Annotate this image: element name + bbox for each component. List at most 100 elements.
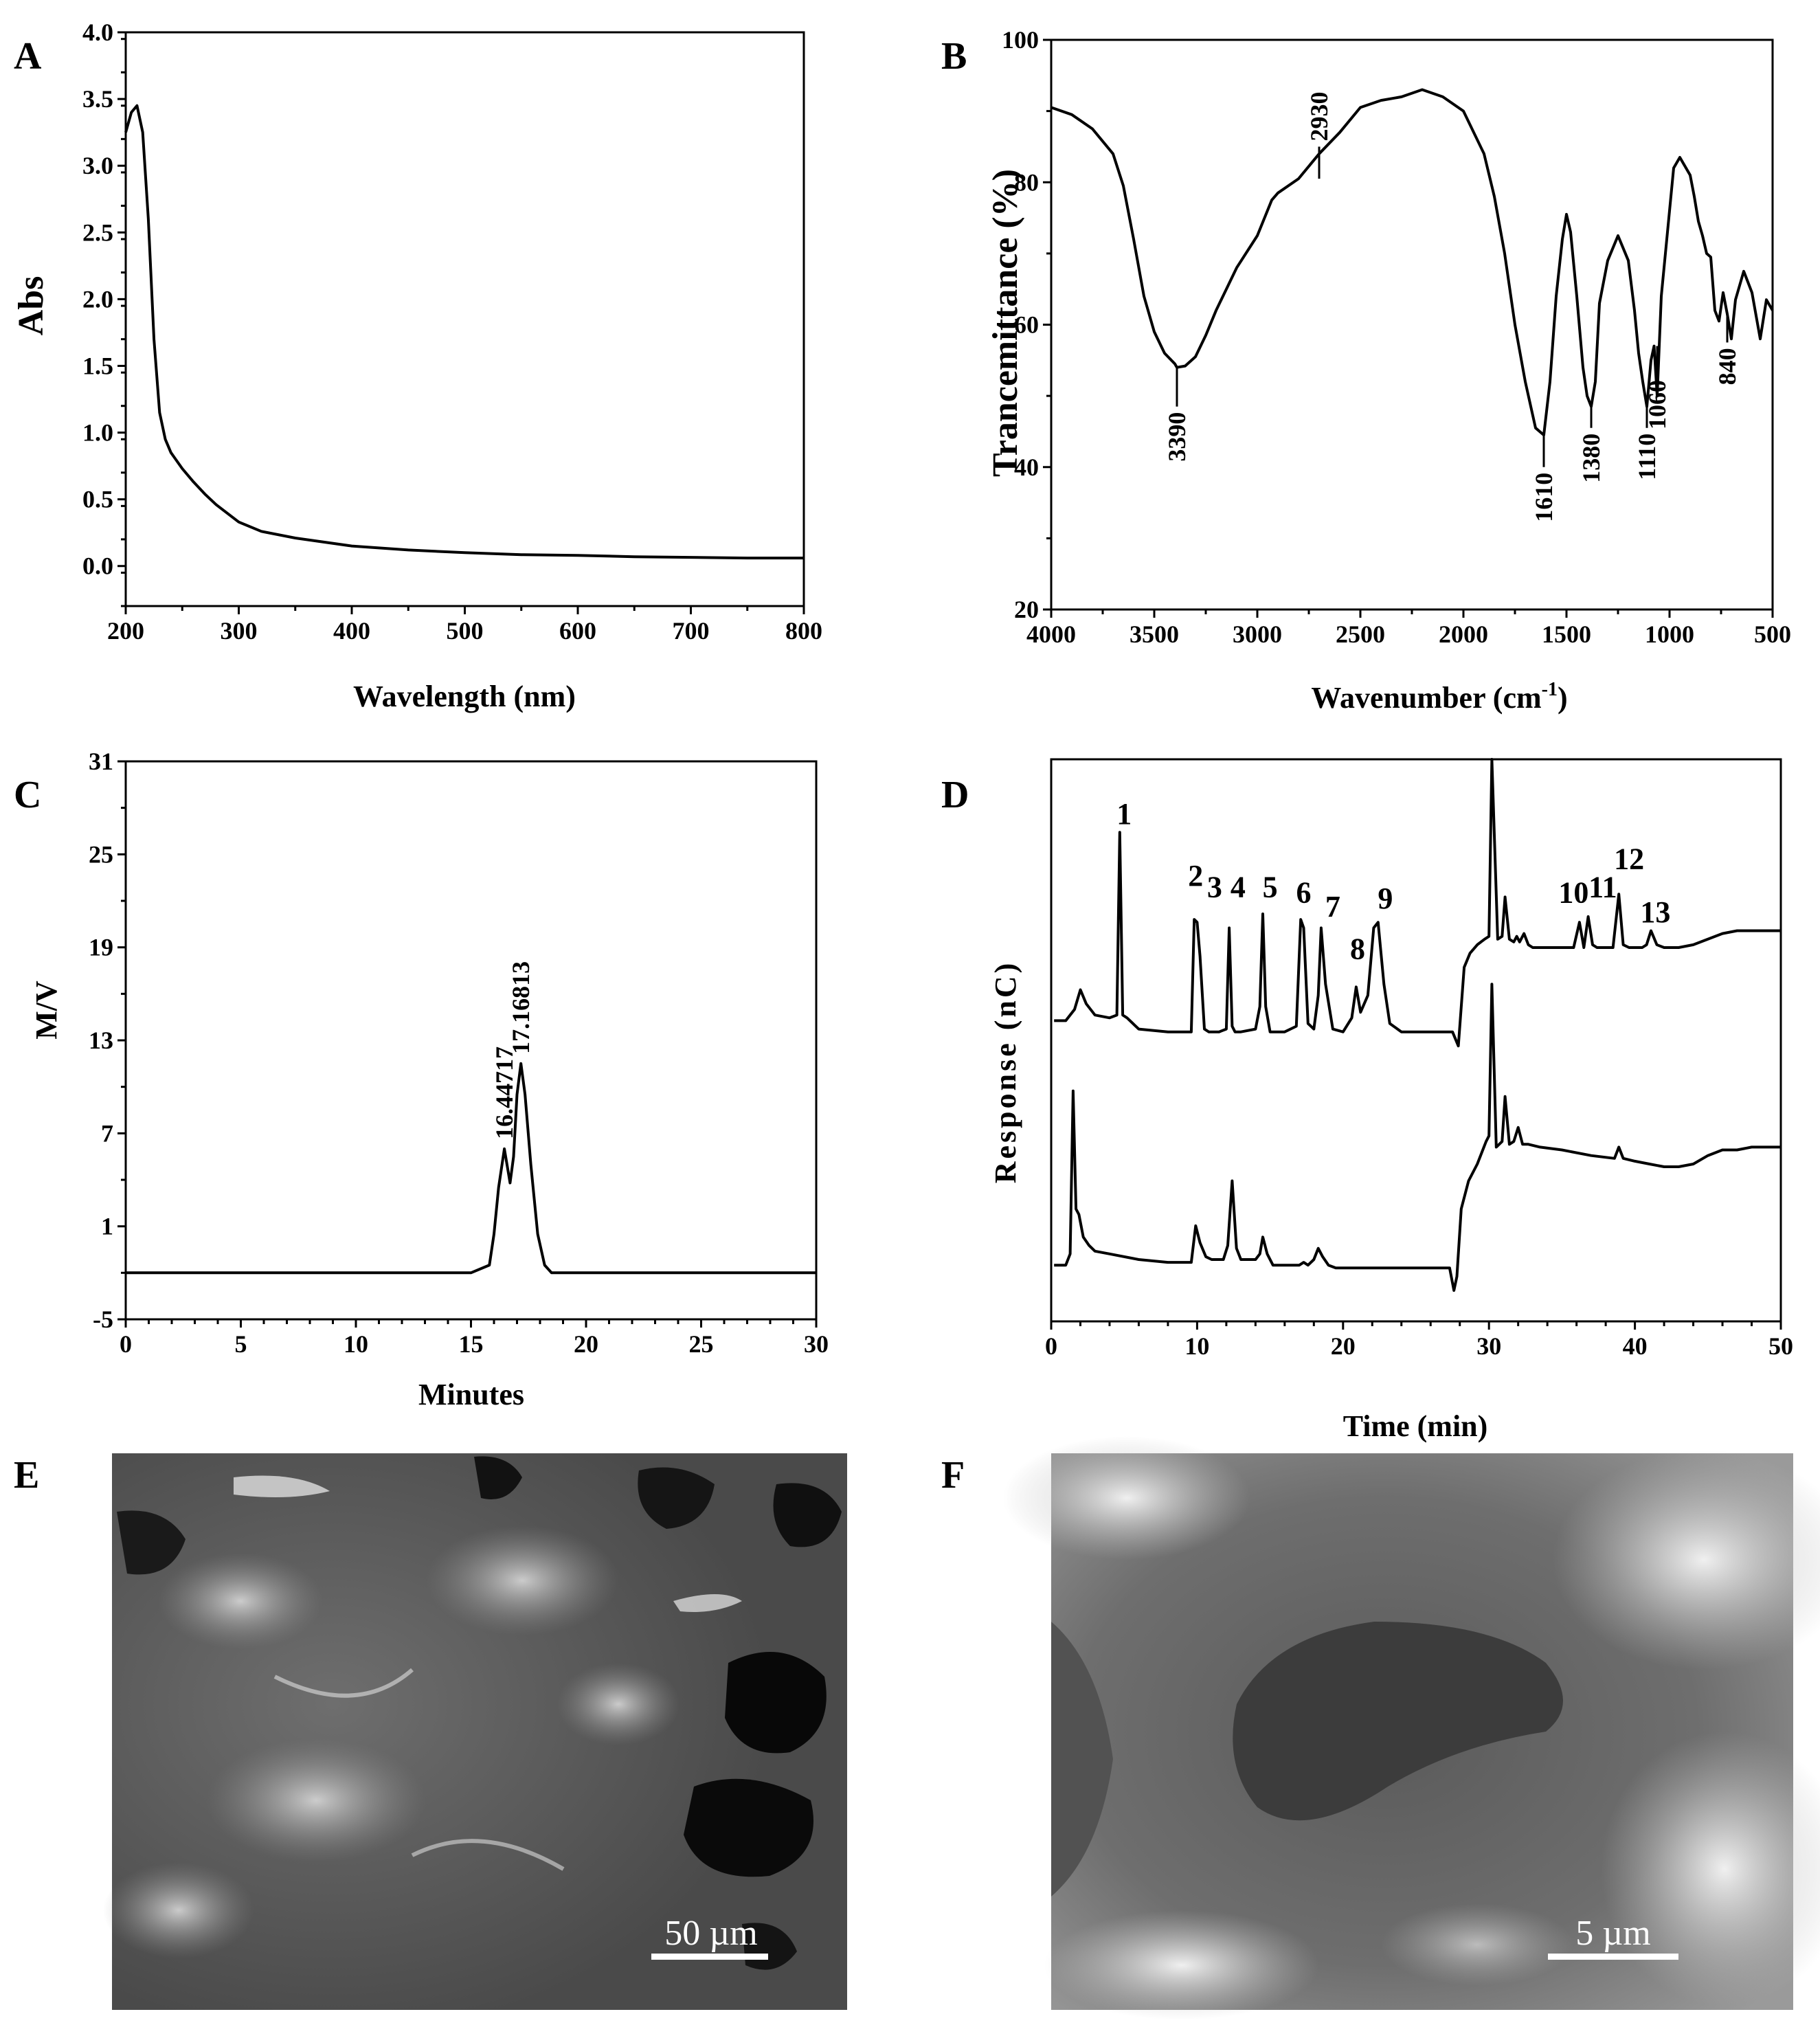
chart-d-peak-number: 10 (1558, 876, 1588, 910)
sem-image-f: 5 µm (1003, 1436, 1820, 2020)
chart-d-peak-number: 13 (1640, 895, 1670, 929)
chart-c-plot-frame (124, 760, 818, 1321)
chart-a-y-tick-label: 0.5 (82, 486, 113, 513)
chart-d-peak-number: 2 (1188, 859, 1203, 893)
chart-d-peak-number: 1 (1116, 797, 1132, 831)
chart-b-y-tick-label: 40 (1014, 454, 1039, 481)
scale-bar-label-e: 50 µm (664, 1914, 757, 1953)
chart-b-peak-label: 1060 (1643, 380, 1671, 429)
chart-b-xlabel-sup: -1 (1542, 679, 1558, 700)
chart-b-x-tick-label: 2000 (1439, 620, 1488, 648)
chart-c-y-tick-label: 7 (101, 1119, 113, 1147)
chart-d-peak-number: 12 (1614, 842, 1644, 876)
chart-c-y-tick-label: 13 (89, 1027, 113, 1054)
chart-d-ylabel: Response (nC) (989, 961, 1022, 1184)
chart-a-x-tick-label: 800 (785, 617, 822, 645)
chart-b-x-tick-label: 1500 (1542, 620, 1591, 648)
chart-b-y-tick-label: 100 (1002, 26, 1039, 54)
chart-c-peak-label: 16.44717 (491, 1047, 518, 1139)
panel-letter-d: D (941, 774, 969, 816)
chart-a-x-tick-label: 300 (221, 617, 258, 645)
chart-b-y-tick-label: 60 (1014, 311, 1039, 339)
chart-b-plot-frame (1050, 38, 1774, 611)
chart-c-ylabel: M/V (30, 981, 63, 1040)
chart-a-ylabel: Abs (12, 276, 51, 336)
chart-ftir-spectrum: Wavenumber (cm-1) Trancemittance (%) 400… (986, 26, 1791, 715)
chart-d-x-tick-label: 10 (1184, 1332, 1209, 1360)
chart-a-y-tick-label: 3.5 (82, 85, 113, 113)
chart-b-x-tick-label: 3500 (1130, 620, 1179, 648)
chart-c-x-tick-label: 15 (459, 1330, 484, 1358)
chart-c-y-tick-label: -5 (93, 1306, 113, 1333)
panel-letter-b: B (941, 35, 967, 78)
chart-d-peak-number: 9 (1378, 882, 1393, 915)
chart-b-x-tick-label: 2500 (1336, 620, 1385, 648)
scale-bar-label-f: 5 µm (1575, 1914, 1650, 1953)
chart-uv-absorbance: Wavelength (nm) Abs 200 300 400 500 600 700 80… (12, 19, 822, 713)
chart-c-y-tick-label: 25 (89, 840, 113, 868)
panel-letter-a: A (14, 35, 42, 78)
chart-c-elution-line (126, 1062, 816, 1275)
chart-c-x-tick-label: 20 (574, 1330, 598, 1358)
chart-a-x-tick-label: 200 (107, 617, 144, 645)
chart-d-plot-frame (1050, 758, 1782, 1323)
panel-letter-f: F (941, 1454, 965, 1497)
chart-c-y-tick-label: 19 (89, 934, 113, 961)
chart-b-ylabel: Trancemittance (%) (986, 169, 1025, 477)
chart-d-x-tick-label: 50 (1768, 1332, 1793, 1360)
chart-d-peak-number: 4 (1231, 870, 1246, 904)
chart-d-xlabel: Time (min) (1343, 1409, 1488, 1443)
chart-b-y-tick-label: 20 (1014, 596, 1039, 623)
chart-a-y-tick-label: 0.0 (82, 552, 113, 580)
chart-a-y-tick-label: 3.0 (82, 152, 113, 179)
chart-b-peak-label: 1380 (1577, 434, 1605, 483)
chart-d-x-tick-label: 30 (1476, 1332, 1501, 1360)
chart-a-absorbance-line (124, 104, 804, 560)
chart-b-xlabel: Wavenumber (cm-1) (1311, 679, 1567, 715)
chart-a-x-tick-label: 500 (447, 617, 484, 645)
chart-a-y-tick-label: 1.0 (82, 419, 113, 447)
chart-c-x-tick-label: 10 (344, 1330, 368, 1358)
chart-b-peak-label: 2930 (1305, 91, 1333, 141)
chart-d-chromatogram-sample (1054, 983, 1781, 1292)
chart-d-chromatogram-standard (1054, 758, 1781, 1048)
chart-d-peak-number: 6 (1296, 876, 1311, 910)
chart-a-x-tick-label: 600 (559, 617, 596, 645)
chart-b-xlabel-end: ) (1558, 681, 1568, 715)
chart-a-xlabel: Wavelength (nm) (353, 680, 576, 713)
chart-d-peak-number: 3 (1207, 870, 1222, 904)
chart-a-x-tick-label: 400 (333, 617, 370, 645)
chart-d-peak-number: 11 (1588, 870, 1617, 904)
chart-d-x-tick-label: 0 (1045, 1332, 1057, 1360)
chart-d-x-tick-label: 40 (1623, 1332, 1648, 1360)
chart-molecular-weight: Minutes M/V 0 5 10 15 20 25 30 -5 1 7 13 19 25 31 16.4… (30, 748, 829, 1411)
chart-c-x-tick-label: 30 (804, 1330, 829, 1358)
chart-c-x-tick-label: 5 (235, 1330, 247, 1358)
chart-a-y-tick-label: 2.5 (82, 219, 113, 246)
panel-letter-e: E (14, 1454, 39, 1497)
chart-d-peak-number: 5 (1263, 870, 1278, 904)
panel-letter-c: C (14, 774, 41, 816)
chart-c-x-tick-label: 0 (120, 1330, 132, 1358)
chart-a-plot-frame (124, 31, 805, 607)
chart-a-y-tick-label: 2.0 (82, 285, 113, 313)
chart-b-xlabel-main: Wavenumber (cm (1311, 681, 1541, 715)
chart-d-x-tick-label: 20 (1331, 1332, 1356, 1360)
chart-c-xlabel: Minutes (418, 1378, 524, 1411)
chart-c-x-tick-label: 25 (689, 1330, 714, 1358)
sem-image-e: 50 µm (103, 1453, 847, 2010)
chart-b-x-tick-label: 4000 (1026, 620, 1076, 648)
chart-c-y-tick-label: 1 (101, 1213, 113, 1240)
chart-b-y-tick-label: 80 (1014, 168, 1039, 196)
chart-c-peak-label: 17.16813 (507, 961, 535, 1054)
chart-b-transmittance-line (1051, 88, 1774, 437)
chart-b-x-tick-label: 500 (1754, 620, 1791, 648)
chart-b-x-tick-label: 1000 (1645, 620, 1694, 648)
chart-b-peak-label: 1610 (1530, 473, 1558, 522)
chart-b-peak-label: 840 (1714, 348, 1741, 385)
chart-a-x-tick-label: 700 (673, 617, 710, 645)
chart-a-y-tick-label: 4.0 (82, 19, 113, 46)
chart-b-peak-label: 1110 (1633, 434, 1661, 480)
